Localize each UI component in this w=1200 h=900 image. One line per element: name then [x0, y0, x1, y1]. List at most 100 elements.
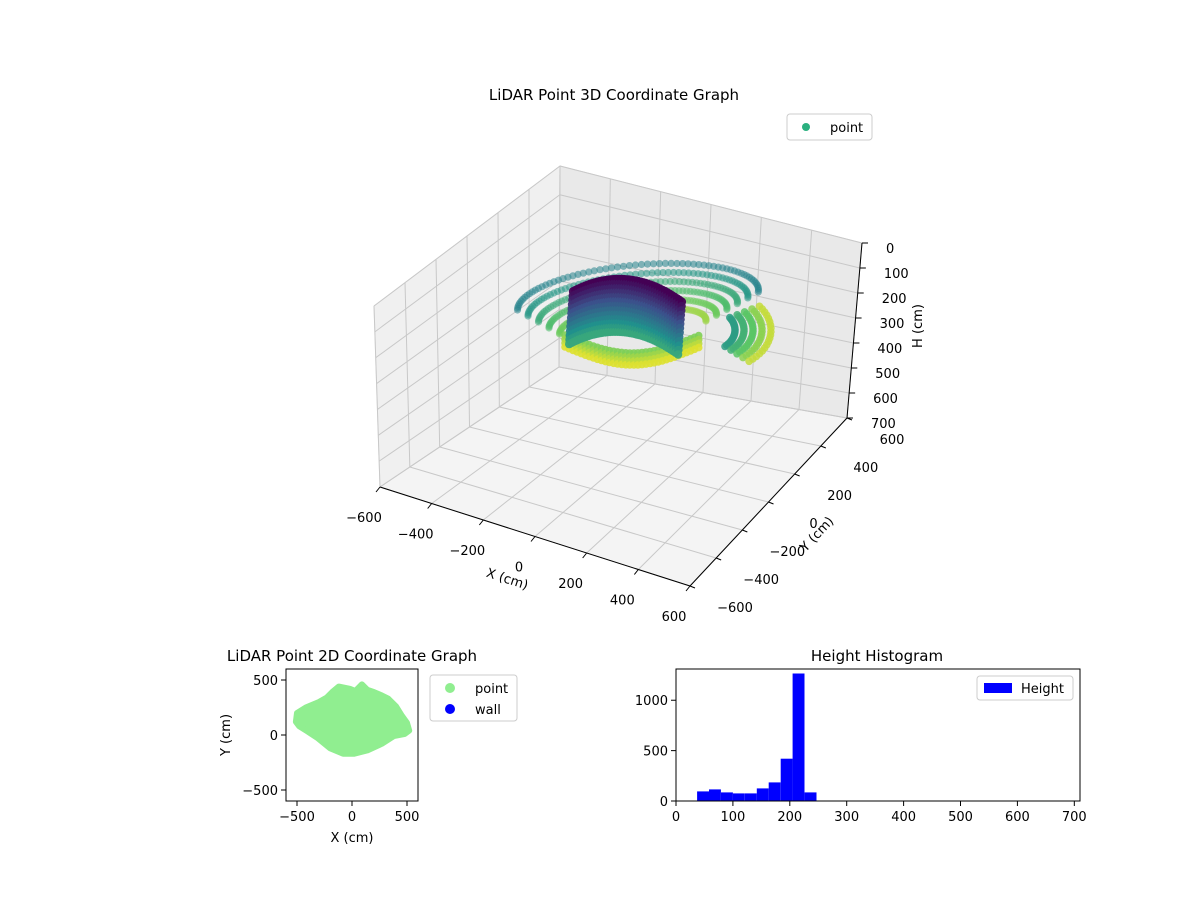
- x-tick-mark: [530, 536, 536, 542]
- z-tick-label: 100: [884, 267, 909, 282]
- z-tick-label: 200: [882, 292, 907, 307]
- point-3d: [675, 269, 683, 277]
- x-tick-label-2d: 0: [348, 810, 356, 825]
- plot-frame-histogram: [675, 668, 1081, 802]
- grid-left-vertical: [497, 212, 500, 408]
- z-tick-label: 0: [886, 242, 894, 257]
- point-3d: [695, 261, 703, 269]
- z-tick-label: 600: [873, 392, 898, 407]
- y-tick-mark: [768, 501, 774, 505]
- point-3d: [649, 260, 658, 268]
- y-tick-label: −600: [717, 601, 753, 616]
- y-tick-label: 400: [853, 461, 878, 476]
- x-tick-label-histogram: 100: [720, 810, 745, 825]
- histogram-bar: [792, 673, 805, 801]
- point-3d: [654, 269, 662, 277]
- y-tick-label-histogram: 500: [643, 745, 668, 760]
- point-3d: [585, 268, 593, 276]
- grid-back-horizontal: [559, 222, 858, 294]
- grid-floor-y: [529, 386, 821, 447]
- legend-2d: point wall: [429, 674, 518, 722]
- point-3d: [745, 357, 753, 366]
- x-tick-mark: [375, 486, 381, 493]
- legend-3d-frame: [786, 113, 873, 141]
- point-3d: [754, 288, 762, 296]
- chart-histogram: Height Histogram 0 100 200 300 400 500 600 7000…: [635, 647, 1087, 825]
- x-tick-label-2d: 500: [395, 810, 420, 825]
- histogram-bar: [768, 782, 781, 801]
- grid-back-horizontal: [559, 165, 863, 244]
- grid-3d: [373, 165, 863, 587]
- histogram-bar: [780, 758, 793, 801]
- point-3d: [608, 264, 616, 272]
- legend-histogram-swatch: [984, 683, 1012, 693]
- chart-3d: LiDAR Point 3D Coordinate Graph −600 −400…: [346, 86, 926, 625]
- point-3d: [590, 267, 598, 275]
- grid-left-horizontal: [379, 366, 560, 488]
- chart-2d-title: LiDAR Point 2D Coordinate Graph: [227, 647, 477, 665]
- z-tick-label: 400: [877, 342, 902, 357]
- histogram-bar: [756, 788, 769, 801]
- x-tick-label: −200: [449, 544, 485, 559]
- point-3d: [637, 260, 646, 269]
- x-tick-label: −600: [346, 511, 382, 526]
- point-3d: [690, 260, 698, 268]
- grid-left-vertical: [373, 305, 381, 488]
- point-3d: [667, 259, 675, 267]
- y-tick-label-histogram: 1000: [635, 694, 668, 709]
- point-3d: [721, 342, 729, 351]
- legend-3d: point: [786, 113, 873, 141]
- point-area-2d: [292, 681, 413, 757]
- x-tick-label: 600: [662, 610, 687, 625]
- point-3d: [723, 305, 731, 314]
- grid-left-horizontal: [376, 251, 560, 384]
- y-tick-label-2d: 0: [270, 729, 278, 744]
- grid-left-vertical: [404, 282, 411, 468]
- x-tick-label: 200: [558, 577, 583, 592]
- grid-back-horizontal: [558, 366, 848, 419]
- grid-left-horizontal: [378, 337, 560, 462]
- ticks-histogram: 0 100 200 300 400 500 600 700 0 500 1000: [635, 694, 1087, 825]
- legend-2d-marker-point: [445, 683, 455, 693]
- y-tick-mark: [689, 585, 696, 589]
- chart-2d: LiDAR Point 2D Coordinate Graph −500 0 500…: [219, 647, 518, 846]
- z-tick-label: 700: [871, 417, 896, 432]
- point-3d: [661, 259, 670, 267]
- grid-left-vertical: [435, 259, 441, 448]
- histogram-bars: [697, 673, 817, 801]
- x-tick-label-histogram: 0: [672, 810, 680, 825]
- grid-left-horizontal: [378, 309, 560, 436]
- ticks-2d: −500 0 500 −500 0 500: [242, 674, 419, 825]
- point-3d: [643, 260, 652, 268]
- point-3d: [694, 343, 703, 352]
- legend-histogram: Height: [976, 675, 1074, 701]
- legend-histogram-frame: [976, 675, 1074, 701]
- point-3d: [643, 269, 651, 277]
- y-tick-label: 0: [809, 517, 817, 532]
- x-tick-label: −400: [398, 528, 434, 543]
- y-tick-label: 600: [880, 433, 905, 448]
- x-axis-label-2d: X (cm): [331, 831, 374, 846]
- grid-back-vertical: [798, 230, 813, 410]
- legend-2d-marker-wall: [445, 704, 455, 714]
- grid-left-horizontal: [375, 223, 561, 359]
- point-3d: [613, 263, 622, 271]
- grid-back-vertical: [702, 204, 712, 393]
- grid-left-horizontal: [374, 194, 561, 333]
- point-3d: [602, 265, 610, 273]
- point-3d: [579, 269, 587, 277]
- point-3d: [733, 350, 741, 358]
- y-tick-mark: [820, 445, 827, 449]
- x-tick-mark: [427, 503, 433, 509]
- x-tick-label-histogram: 400: [891, 810, 916, 825]
- point-3d: [712, 311, 721, 319]
- histogram-bar: [804, 792, 817, 801]
- z-tick-label: 500: [875, 367, 900, 382]
- point-cloud-3d: [513, 259, 775, 369]
- grid-left-horizontal: [373, 165, 561, 307]
- histogram-bar: [744, 793, 757, 801]
- y-tick-label-histogram: 0: [660, 795, 668, 810]
- histogram-bar: [697, 791, 709, 801]
- chart-3d-title: LiDAR Point 3D Coordinate Graph: [489, 86, 739, 104]
- point-3d: [648, 269, 656, 277]
